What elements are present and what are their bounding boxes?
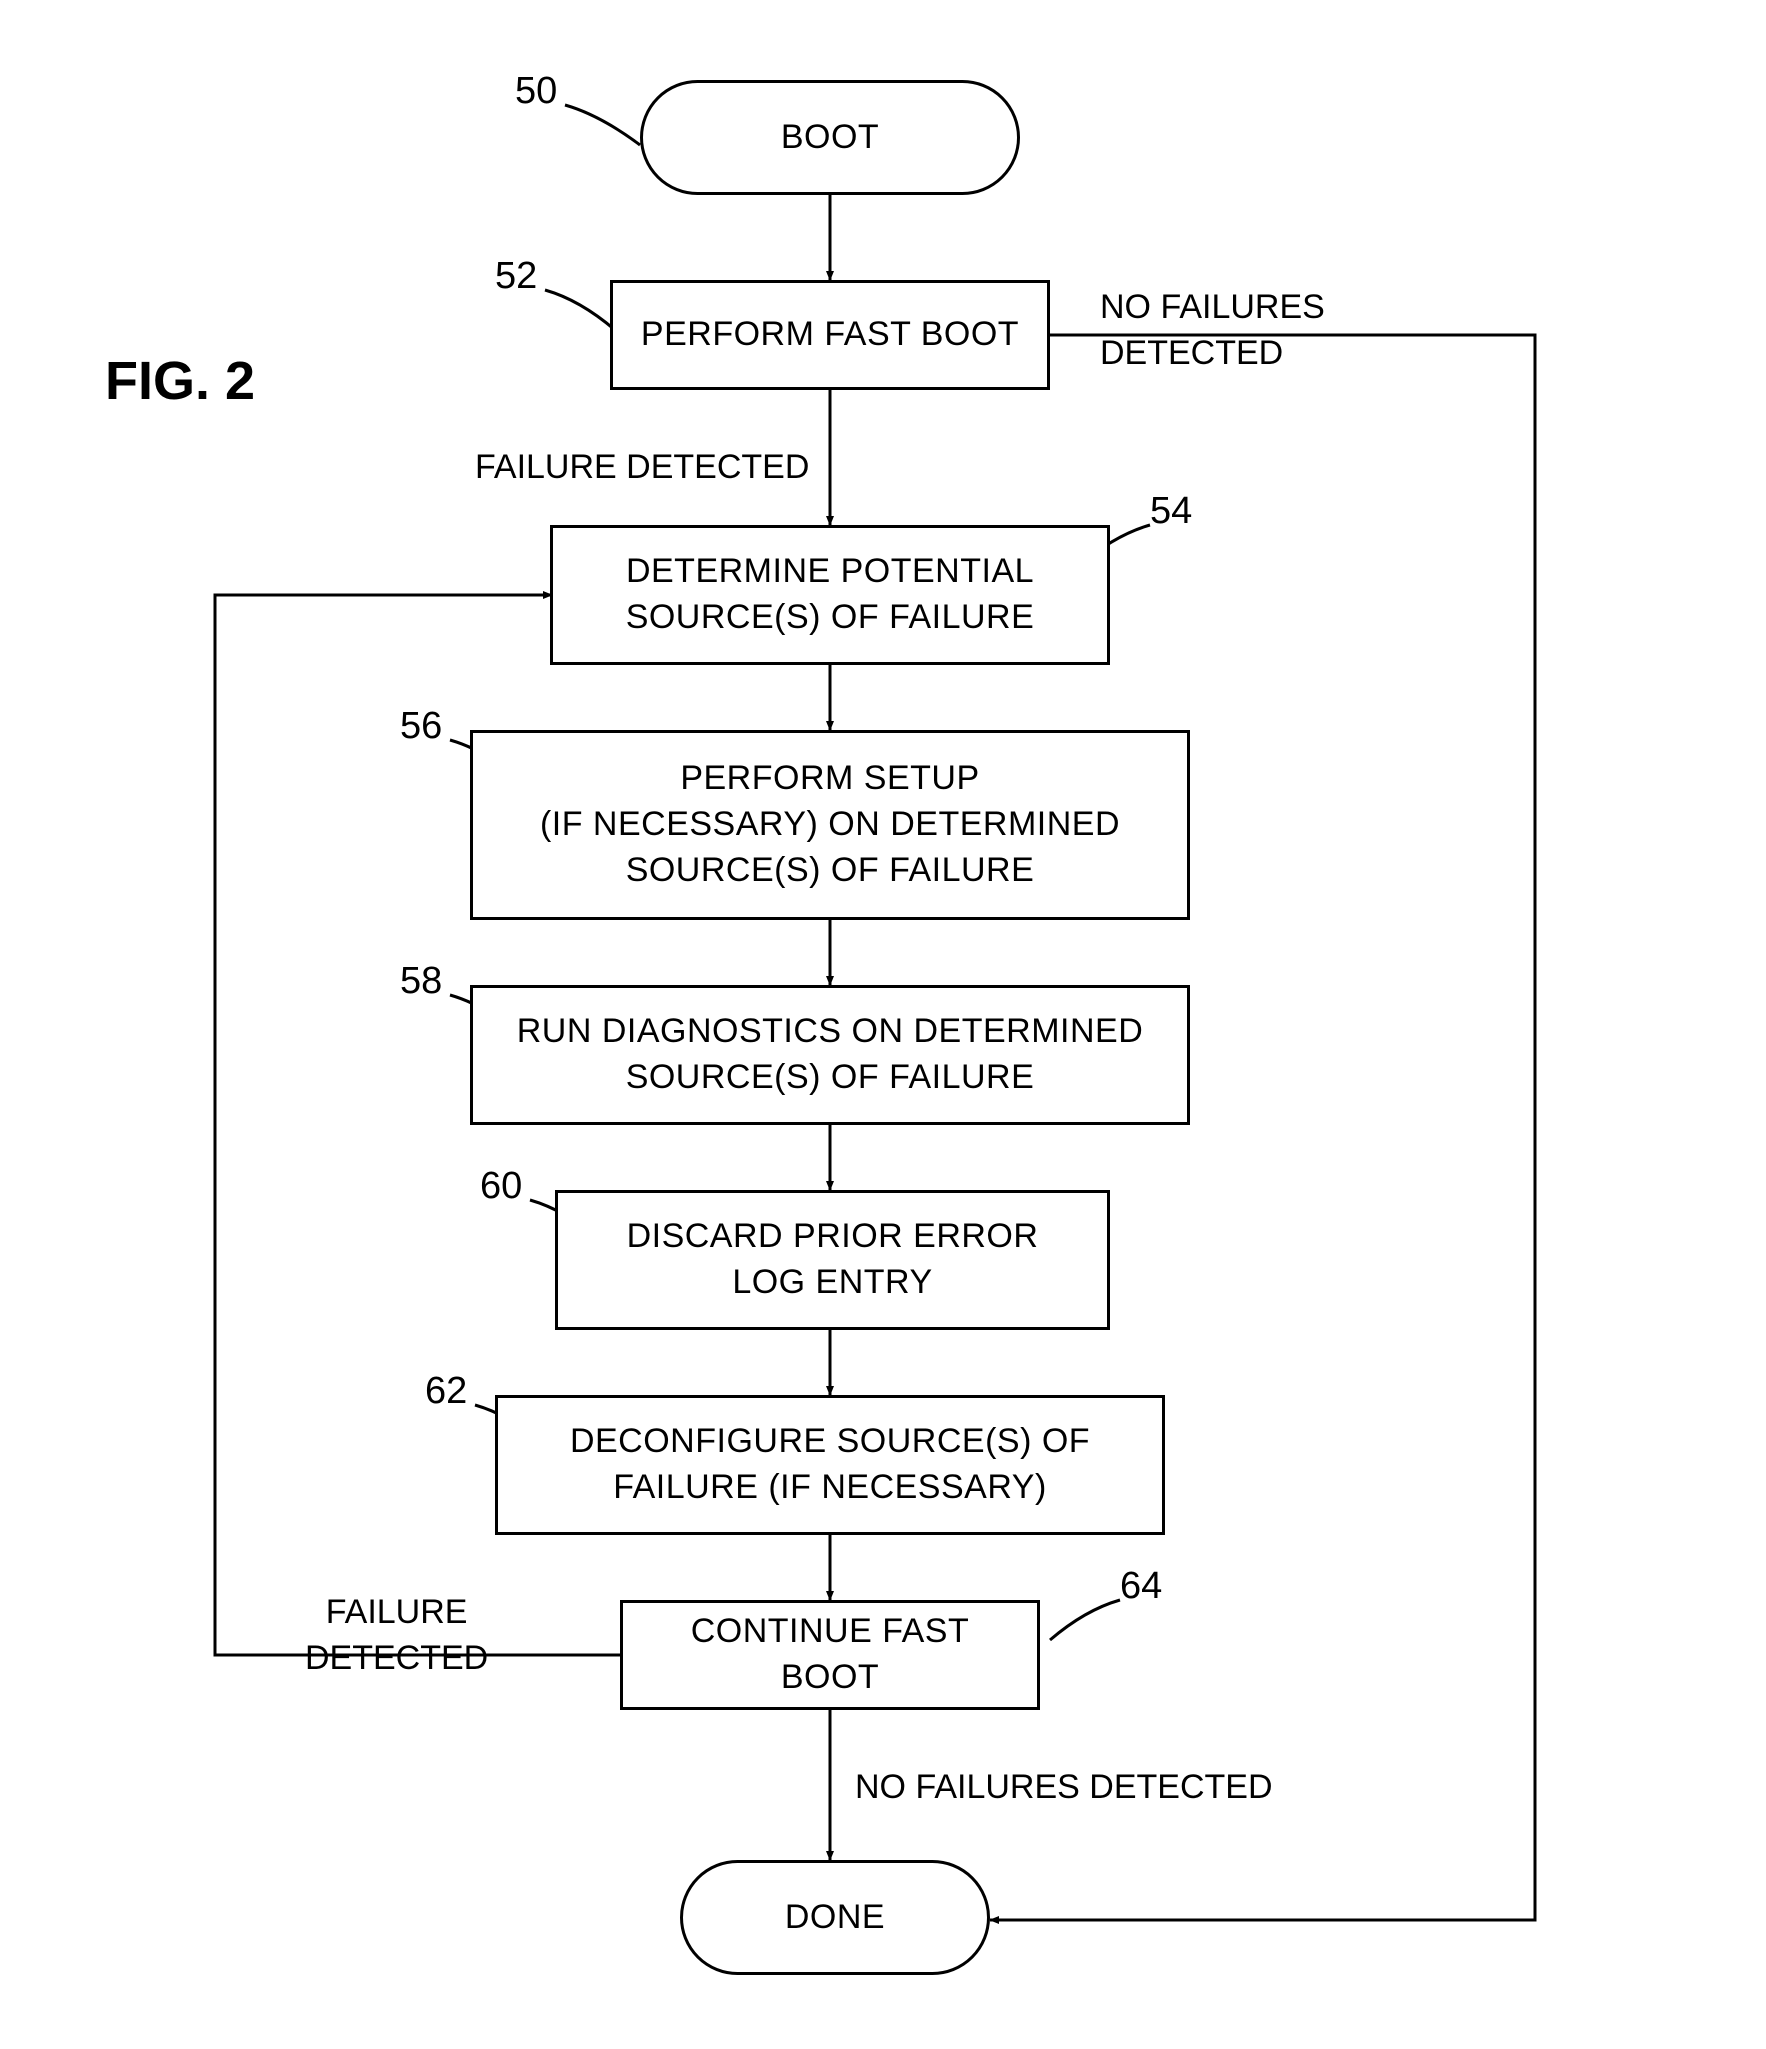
node-done-label: DONE [785,1895,885,1941]
edge-label-failure-top: FAILURE DETECTED [475,445,809,491]
edge-label-no-failures-top: NO FAILURES DETECTED [1100,285,1325,377]
node-deconfig-label: DECONFIGURE SOURCE(S) OF FAILURE (IF NEC… [570,1419,1090,1511]
ref-62: 62 [425,1370,467,1413]
node-deconfig: DECONFIGURE SOURCE(S) OF FAILURE (IF NEC… [495,1395,1165,1535]
node-setup: PERFORM SETUP (IF NECESSARY) ON DETERMIN… [470,730,1190,920]
node-discard: DISCARD PRIOR ERROR LOG ENTRY [555,1190,1110,1330]
node-done: DONE [680,1860,990,1975]
ref-54: 54 [1150,490,1192,533]
node-fastboot: PERFORM FAST BOOT [610,280,1050,390]
ref-58: 58 [400,960,442,1003]
ref-64: 64 [1120,1565,1162,1608]
figure-label: FIG. 2 [105,350,255,412]
node-boot: BOOT [640,80,1020,195]
ref-50: 50 [515,70,557,113]
ref-60: 60 [480,1165,522,1208]
node-discard-label: DISCARD PRIOR ERROR LOG ENTRY [627,1214,1039,1306]
node-continue: CONTINUE FAST BOOT [620,1600,1040,1710]
node-boot-label: BOOT [781,115,879,161]
node-continue-label: CONTINUE FAST BOOT [643,1609,1017,1701]
node-determine-label: DETERMINE POTENTIAL SOURCE(S) OF FAILURE [626,549,1035,641]
ref-56: 56 [400,705,442,748]
node-fastboot-label: PERFORM FAST BOOT [641,312,1019,358]
ref-52: 52 [495,255,537,298]
edge-label-failure-left: FAILURE DETECTED [305,1590,488,1682]
node-setup-label: PERFORM SETUP (IF NECESSARY) ON DETERMIN… [540,756,1120,894]
flowchart-container: FIG. 2 BOOT 50 PERFORM FAST BOOT 52 DETE… [0,0,1766,2049]
node-determine: DETERMINE POTENTIAL SOURCE(S) OF FAILURE [550,525,1110,665]
edge-label-no-failures-bottom: NO FAILURES DETECTED [855,1765,1273,1811]
node-diag-label: RUN DIAGNOSTICS ON DETERMINED SOURCE(S) … [517,1009,1144,1101]
node-diag: RUN DIAGNOSTICS ON DETERMINED SOURCE(S) … [470,985,1190,1125]
